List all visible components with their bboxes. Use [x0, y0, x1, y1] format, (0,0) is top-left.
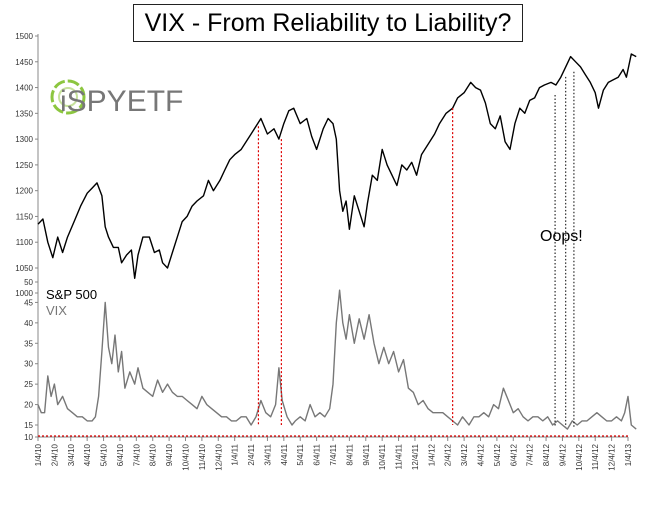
x-tick-label: 1/4/10	[34, 443, 43, 466]
x-tick-label: 3/4/11	[263, 443, 272, 465]
x-tick-label: 10/4/10	[182, 443, 191, 470]
oops-annotation: Oops!	[540, 228, 583, 245]
x-tick-label: 11/4/10	[198, 443, 207, 470]
x-tick-label: 4/4/11	[280, 443, 289, 465]
x-tick-label: 4/4/12	[477, 443, 486, 466]
x-tick-label: 1/4/13	[624, 443, 633, 466]
y-sp-tick-label: 1000	[15, 289, 33, 298]
x-tick-label: 9/4/10	[165, 443, 174, 466]
y-sp-tick-label: 1100	[16, 238, 34, 247]
legend-sp500: S&P 500	[46, 287, 97, 302]
x-tick-label: 7/4/12	[526, 443, 535, 466]
y-vix-tick-label: 45	[24, 298, 33, 307]
x-tick-label: 1/4/11	[231, 443, 240, 465]
y-vix-tick-label: 10	[24, 433, 33, 442]
x-tick-label: 9/4/11	[362, 443, 371, 465]
chart-title: VIX - From Reliability to Liability?	[133, 4, 523, 42]
x-tick-label: 3/4/10	[67, 443, 76, 466]
y-sp-tick-label: 1500	[15, 32, 33, 41]
y-sp-tick-label: 1200	[15, 187, 33, 196]
sp500-line	[37, 53, 637, 279]
x-tick-label: 10/4/12	[575, 443, 584, 470]
x-tick-label: 12/4/10	[214, 443, 223, 470]
x-tick-label: 10/4/11	[378, 443, 387, 470]
y-vix-tick-label: 15	[24, 421, 33, 430]
x-tick-label: 11/4/11	[395, 443, 404, 469]
y-vix-tick-label: 20	[24, 401, 33, 410]
x-tick-label: 3/4/12	[460, 443, 469, 466]
x-tick-label: 6/4/12	[509, 443, 518, 466]
x-tick-label: 8/4/12	[542, 443, 551, 466]
x-tick-label: 8/4/11	[345, 443, 354, 465]
x-tick-label: 4/4/10	[83, 443, 92, 466]
y-vix-tick-label: 30	[24, 360, 33, 369]
y-sp-tick-label: 1250	[15, 161, 33, 170]
y-sp-tick-label: 1050	[15, 264, 33, 273]
legend: S&P 500 VIX	[46, 287, 97, 318]
x-tick-label: 9/4/12	[558, 443, 567, 466]
y-sp-tick-label: 1150	[16, 212, 34, 221]
x-tick-label: 7/4/11	[329, 443, 338, 465]
y-sp-tick-label: 1300	[15, 135, 33, 144]
y-vix-tick-label: 50	[24, 278, 33, 287]
x-tick-label: 2/4/11	[247, 443, 256, 465]
y-vix-tick-label: 25	[24, 380, 33, 389]
x-tick-label: 12/4/12	[608, 443, 617, 470]
ispyetf-logo: iSPYETF	[50, 79, 183, 118]
x-tick-label: 6/4/11	[313, 443, 322, 465]
logo-inner-icon	[58, 87, 78, 107]
x-tick-label: 5/4/11	[296, 443, 305, 465]
x-tick-label: 1/4/12	[427, 443, 436, 466]
vix-line	[37, 289, 637, 430]
y-sp-tick-label: 1350	[15, 109, 33, 118]
x-tick-label: 12/4/11	[411, 443, 420, 470]
x-tick-label: 2/4/12	[444, 443, 453, 466]
x-tick-label: 5/4/12	[493, 443, 502, 466]
x-tick-label: 6/4/10	[116, 443, 125, 466]
y-sp-tick-label: 1400	[15, 84, 33, 93]
y-sp-tick-label: 1450	[15, 58, 33, 67]
x-tick-label: 2/4/10	[50, 443, 59, 466]
x-tick-label: 7/4/10	[132, 443, 141, 466]
logo-text: iSPYETF	[60, 85, 183, 118]
y-vix-tick-label: 40	[24, 319, 33, 328]
x-tick-label: 5/4/10	[100, 443, 109, 466]
logo-swirl-icon	[50, 79, 86, 115]
x-tick-label: 8/4/10	[149, 443, 158, 466]
legend-vix: VIX	[46, 303, 67, 318]
y-vix-tick-label: 35	[24, 339, 33, 348]
x-tick-label: 11/4/12	[591, 443, 600, 470]
